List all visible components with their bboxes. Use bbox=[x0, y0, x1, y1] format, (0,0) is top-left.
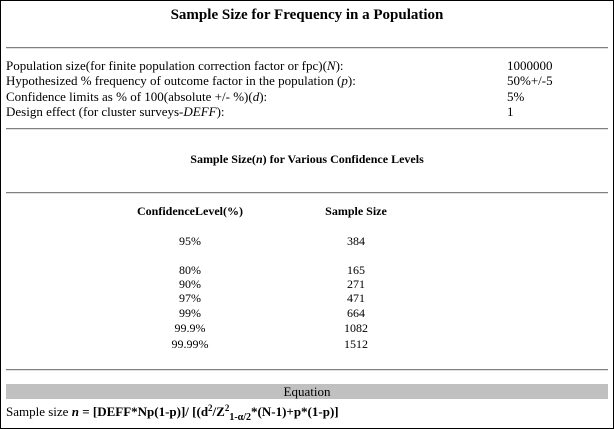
equation-formula: Sample size n = [DEFF*Np(1-p)]/ [(d2/Z21… bbox=[6, 403, 339, 423]
param-hypothesized-frequency: Hypothesized % frequency of outcome fact… bbox=[6, 74, 608, 88]
row-sample-size: 471 bbox=[347, 291, 365, 305]
param-design-effect: Design effect (for cluster surveys-DEFF)… bbox=[6, 105, 608, 119]
row-confidence-level: 80% bbox=[179, 263, 201, 277]
param-value: 1000000 bbox=[507, 58, 553, 73]
divider-params bbox=[6, 128, 608, 130]
row-confidence-level: 99.9% bbox=[174, 321, 206, 335]
row-sample-size: 1512 bbox=[344, 337, 368, 351]
page-title: Sample Size for Frequency in a Populatio… bbox=[170, 7, 444, 23]
param-value: 1 bbox=[507, 104, 514, 119]
row-confidence-level: 97% bbox=[179, 291, 201, 305]
divider-equation bbox=[6, 369, 608, 371]
col-header-confidence: ConfidenceLevel(%) bbox=[137, 204, 243, 218]
param-label: Confidence limits as % of 100(absolute +… bbox=[6, 89, 268, 104]
divider-results bbox=[6, 192, 608, 194]
row-confidence-level: 99.99% bbox=[171, 337, 209, 351]
row-sample-size: 271 bbox=[347, 277, 365, 291]
col-header-sample-size: Sample Size bbox=[325, 204, 387, 218]
param-confidence-limits: Confidence limits as % of 100(absolute +… bbox=[6, 90, 608, 104]
param-label: Population size(for finite population co… bbox=[6, 58, 344, 73]
row-confidence-level: 95% bbox=[179, 234, 201, 248]
row-sample-size: 1082 bbox=[344, 321, 368, 335]
row-confidence-level: 99% bbox=[179, 306, 201, 320]
param-population-size: Population size(for finite population co… bbox=[6, 59, 608, 73]
row-confidence-level: 90% bbox=[179, 277, 201, 291]
results-heading: Sample Size(n) for Various Confidence Le… bbox=[190, 152, 424, 166]
param-label: Design effect (for cluster surveys-DEFF)… bbox=[6, 104, 225, 119]
row-sample-size: 664 bbox=[347, 306, 365, 320]
param-label: Hypothesized % frequency of outcome fact… bbox=[6, 73, 356, 88]
equation-heading: Equation bbox=[6, 384, 608, 399]
divider-top bbox=[6, 47, 608, 49]
row-sample-size: 384 bbox=[347, 234, 365, 248]
param-value: 50%+/-5 bbox=[507, 73, 553, 88]
row-sample-size: 165 bbox=[347, 263, 365, 277]
param-value: 5% bbox=[507, 89, 525, 104]
